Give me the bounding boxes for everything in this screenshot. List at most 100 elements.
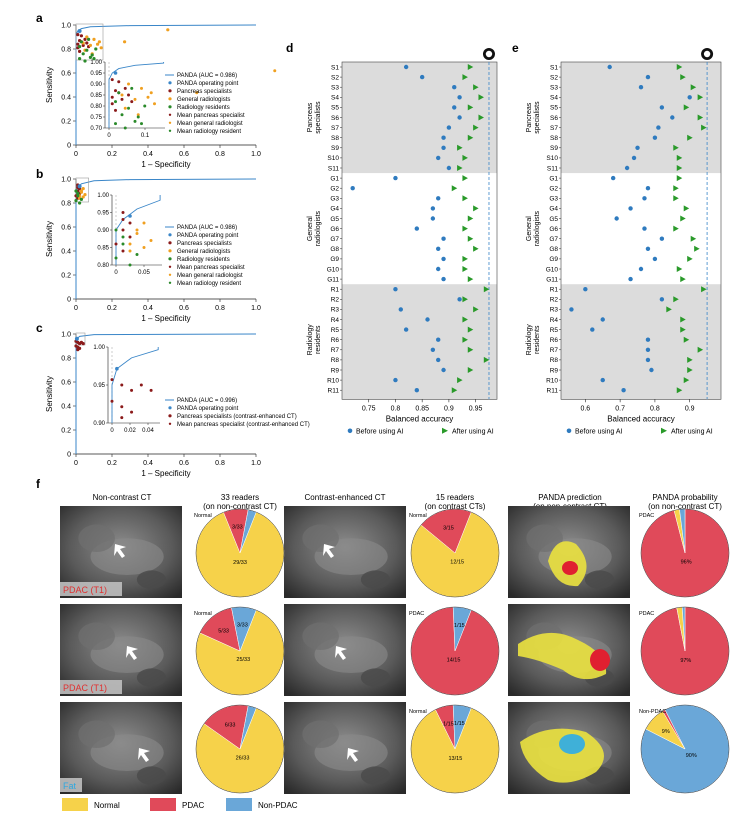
legend-label: Mean pancreas specialist: [177, 113, 245, 119]
x-tick-label: 0.7: [615, 405, 625, 412]
group-label-2: Radiologyresidents: [526, 324, 541, 356]
ct-organ: [136, 570, 167, 589]
inset-panda-point: [113, 71, 118, 75]
after-marker: [697, 94, 704, 101]
reader-point: [76, 194, 80, 198]
reader-point: [88, 55, 92, 60]
pie-slice-label: 1/15: [454, 721, 465, 727]
reader-label: S2: [550, 74, 558, 81]
inset-reader-point: [120, 113, 124, 117]
x-axis-label: 1 – Specificity: [141, 160, 190, 169]
after-marker: [467, 276, 474, 283]
ct-image: [284, 604, 406, 696]
inset-reader-point: [146, 95, 150, 99]
reader-point: [99, 46, 103, 50]
reader-label: S11: [547, 165, 558, 172]
legend-label: PANDA (AUC = 0.986): [177, 225, 237, 231]
before-point: [446, 125, 452, 130]
pie-category-label: Normal: [409, 709, 427, 715]
inset-reader-point: [121, 249, 125, 253]
inset-reader-point: [195, 91, 199, 95]
ct-organ: [136, 668, 167, 687]
reader-label: R10: [327, 377, 339, 384]
inset-reader-point: [130, 410, 134, 414]
inset-y-tick-label: 0.85: [97, 246, 109, 252]
inset: 1.00 0.95 0.90 0.85 0.80 0.75 0.70 0 0.1: [90, 60, 277, 139]
after-marker: [462, 154, 468, 161]
inset-reader-point: [140, 122, 143, 126]
pie-slice-label: 12/15: [450, 560, 464, 566]
before-point: [659, 236, 665, 241]
inset-reader-point: [142, 221, 146, 225]
before-point: [621, 388, 626, 393]
reader-point: [74, 199, 78, 203]
x-tick-label: 0.2: [107, 305, 117, 312]
inset-reader-point: [117, 80, 121, 84]
reader-label: R4: [550, 317, 559, 324]
before-point: [645, 337, 651, 342]
after-marker: [687, 134, 693, 141]
before-point: [393, 287, 398, 292]
inset-x-tick-label: 0.02: [124, 428, 136, 434]
before-point: [652, 135, 658, 140]
inset-y-tick-label: 0.75: [90, 115, 102, 121]
reader-label: G8: [549, 246, 558, 253]
after-marker: [673, 195, 679, 202]
after-marker: [478, 114, 484, 121]
zoom-box: [75, 23, 104, 61]
before-point: [436, 196, 441, 201]
before-point: [645, 347, 651, 352]
after-marker: [462, 74, 468, 81]
after-marker: [473, 205, 479, 212]
reader-point: [79, 40, 83, 44]
pie-slice-label: 3/15: [443, 525, 454, 531]
legend-label: Radiology residents: [177, 105, 230, 111]
plot-frame: [341, 61, 498, 400]
y-tick-label: 1.0: [61, 332, 71, 339]
before-point: [583, 287, 588, 292]
panel-label-c: c: [36, 321, 43, 335]
reader-point: [90, 53, 94, 57]
legend-swatch-nonpdac: [226, 798, 252, 811]
arrow-icon: [126, 646, 138, 660]
inset-reader-point: [120, 93, 124, 97]
group-label-line: General: [526, 216, 533, 241]
pie-charts: 29/33 3/33 Normal 25/33 5/33 3/33 Normal 26/33 6…: [194, 508, 730, 794]
legend-label: Mean pancreas specialist: [177, 265, 245, 271]
reader-point: [76, 191, 80, 195]
reader-label: R3: [331, 307, 340, 314]
pie-category-label: Non-PDAC: [639, 709, 666, 715]
roc-chart-c: 000.20.20.40.40.60.60.80.81.01.01 – Spec…: [45, 332, 310, 479]
before-point: [419, 74, 425, 80]
reader-label: S9: [550, 145, 558, 152]
inset-reader-point: [273, 69, 277, 73]
after-marker: [683, 104, 690, 111]
before-point: [430, 347, 436, 352]
reader-label: R2: [331, 297, 340, 304]
after-marker: [687, 367, 693, 373]
legend-label: Pancreas specialists (contrast-enhanced …: [177, 414, 297, 420]
inset-reader-point: [114, 256, 118, 260]
reader-label: R9: [550, 367, 559, 374]
legend-before-marker: [347, 428, 353, 434]
y-axis-label: Sensitivity: [45, 221, 54, 257]
inset-reader-point: [121, 211, 125, 214]
case-label-bg: [60, 680, 122, 694]
before-point: [436, 266, 441, 272]
ct-organ: [360, 570, 391, 589]
after-marker: [676, 165, 683, 171]
before-point: [628, 206, 633, 211]
inset-reader-point: [110, 95, 114, 99]
x-tick-label: 0.2: [107, 151, 117, 158]
before-point: [441, 145, 446, 150]
reader-label: S6: [331, 115, 339, 122]
before-point: [607, 64, 612, 70]
y-tick-label: 1.0: [61, 177, 71, 184]
reader-label: S9: [331, 145, 339, 152]
reader-label: S11: [328, 165, 339, 172]
after-marker: [680, 74, 686, 81]
reader-point: [123, 40, 127, 44]
inset-reader-point: [139, 383, 143, 387]
before-point: [638, 266, 644, 272]
reader-label: G11: [546, 276, 558, 283]
